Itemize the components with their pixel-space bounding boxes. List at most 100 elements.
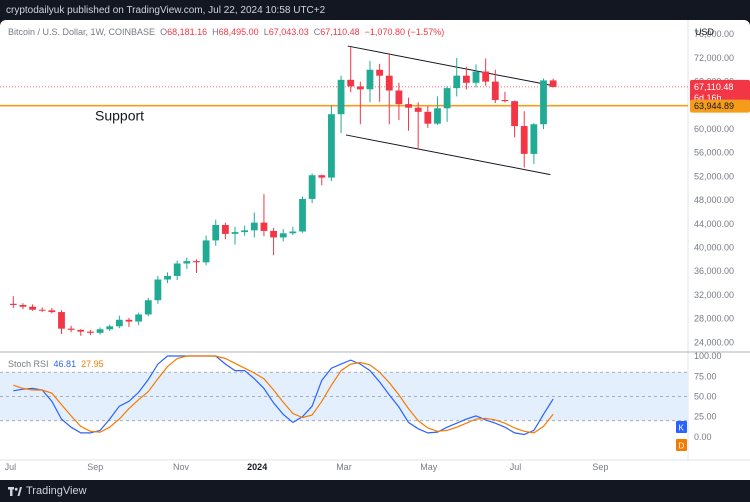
- candle[interactable]: [347, 47, 355, 93]
- price-tick-label: 44,000.00: [694, 219, 734, 229]
- channel-lower-line: [345, 134, 551, 176]
- tradingview-logo-icon[interactable]: [8, 485, 22, 497]
- candle[interactable]: [462, 66, 470, 90]
- candle-body: [250, 222, 258, 231]
- candle[interactable]: [540, 78, 547, 130]
- candle[interactable]: [270, 227, 277, 256]
- current-price-tag-value: 67,110.48: [694, 82, 733, 92]
- candle-body: [356, 86, 364, 90]
- candle[interactable]: [366, 60, 374, 103]
- candle[interactable]: [318, 174, 326, 186]
- candle[interactable]: [356, 81, 364, 125]
- candle[interactable]: [453, 57, 461, 97]
- candle[interactable]: [202, 235, 210, 266]
- candle[interactable]: [48, 307, 56, 314]
- candle[interactable]: [115, 315, 123, 329]
- rsi-title[interactable]: Stoch RSI: [8, 359, 49, 369]
- candle-body: [144, 300, 152, 315]
- time-tick-label: Sep: [87, 462, 103, 472]
- rsi-k-line: [13, 355, 554, 436]
- candle[interactable]: [96, 327, 104, 335]
- rsi-badge-d-text: D: [679, 442, 685, 451]
- candle[interactable]: [520, 111, 528, 168]
- candle-body: [482, 71, 490, 82]
- candle[interactable]: [221, 222, 229, 240]
- chart-panel[interactable]: 24,000.00 28,000.00 32,000.00 36,000.00 40,0…: [0, 20, 750, 480]
- channel-upper-line: [347, 45, 551, 86]
- candle[interactable]: [87, 329, 94, 336]
- candle[interactable]: [395, 82, 403, 121]
- candle-body: [19, 304, 27, 307]
- candle[interactable]: [308, 173, 316, 204]
- change-value: −1,070.80 (−1.57%): [364, 27, 445, 37]
- candle[interactable]: [193, 259, 200, 273]
- candle[interactable]: [154, 275, 162, 304]
- candle[interactable]: [67, 325, 75, 333]
- candle-body: [337, 79, 345, 115]
- candle[interactable]: [212, 219, 220, 246]
- high-value: 68,495.00: [218, 27, 259, 37]
- price-tick-label: 52,000.00: [694, 171, 734, 181]
- candle-body: [241, 230, 249, 233]
- rsi-d-value: 27.95: [81, 359, 104, 369]
- candle[interactable]: [289, 226, 297, 236]
- candle-body: [395, 90, 403, 105]
- candle[interactable]: [250, 212, 258, 238]
- candle[interactable]: [501, 91, 509, 103]
- time-tick-label: Jul: [5, 462, 17, 472]
- candle[interactable]: [385, 53, 393, 125]
- candle[interactable]: [328, 105, 335, 182]
- candle[interactable]: [511, 100, 518, 138]
- candle[interactable]: [106, 324, 114, 332]
- candle[interactable]: [183, 257, 191, 269]
- candle[interactable]: [173, 260, 181, 281]
- candle-body: [96, 329, 104, 333]
- candle-body: [443, 88, 451, 109]
- rsi-tick-label: 0.00: [694, 432, 712, 442]
- candle-body: [164, 275, 171, 280]
- candle[interactable]: [58, 310, 65, 335]
- candle[interactable]: [38, 307, 46, 313]
- rsi-tick-label: 25.00: [694, 412, 717, 422]
- candle[interactable]: [260, 194, 268, 237]
- candle[interactable]: [530, 123, 538, 164]
- candle[interactable]: [472, 64, 480, 88]
- price-tick-label: 32,000.00: [694, 290, 734, 300]
- candle[interactable]: [443, 86, 451, 122]
- candle[interactable]: [164, 272, 171, 284]
- candle[interactable]: [549, 78, 557, 88]
- candle[interactable]: [482, 58, 490, 86]
- candle[interactable]: [424, 105, 432, 128]
- candle[interactable]: [77, 329, 85, 336]
- candle[interactable]: [405, 97, 412, 131]
- candle[interactable]: [125, 318, 133, 327]
- brand-name[interactable]: TradingView: [26, 485, 87, 497]
- candle[interactable]: [135, 312, 143, 326]
- rsi-badge-k-text: K: [679, 424, 685, 433]
- candle-body: [154, 279, 162, 301]
- currency-label[interactable]: USD: [695, 27, 715, 37]
- candle[interactable]: [19, 303, 27, 310]
- candle-body: [289, 231, 297, 234]
- candle[interactable]: [414, 102, 422, 150]
- candle[interactable]: [491, 69, 499, 103]
- symbol-title[interactable]: Bitcoin / U.S. Dollar, 1W, COINBASE: [8, 27, 156, 37]
- price-tick-label: 24,000.00: [694, 337, 734, 347]
- candle[interactable]: [29, 304, 36, 311]
- chart-canvas[interactable]: 24,000.00 28,000.00 32,000.00 36,000.00 40,0…: [0, 20, 750, 480]
- candle[interactable]: [144, 297, 152, 317]
- candle[interactable]: [376, 63, 384, 102]
- candle[interactable]: [9, 296, 17, 308]
- candle-body: [299, 198, 306, 232]
- candle[interactable]: [241, 225, 249, 236]
- candle[interactable]: [434, 96, 441, 125]
- current-price-tag: [690, 79, 750, 106]
- rsi-tick-label: 50.00: [694, 391, 717, 401]
- candle-body: [173, 263, 181, 276]
- candle[interactable]: [279, 229, 287, 242]
- candle-body: [212, 224, 220, 241]
- candle[interactable]: [337, 75, 345, 134]
- candle[interactable]: [299, 196, 306, 233]
- candle[interactable]: [231, 226, 239, 245]
- candle-body: [462, 75, 470, 83]
